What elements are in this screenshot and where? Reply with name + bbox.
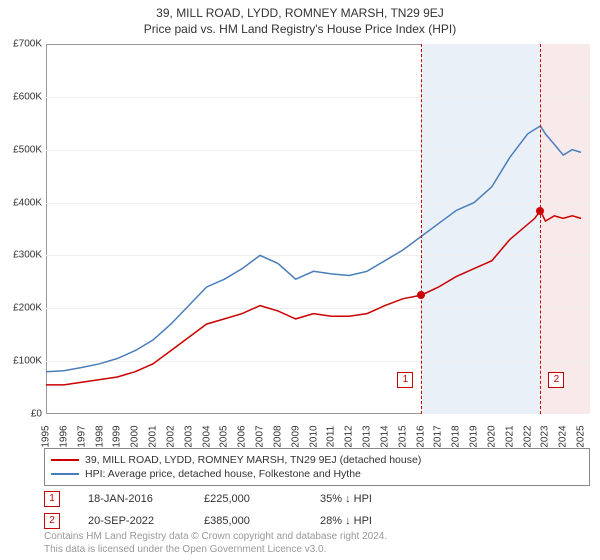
chart-y-tick-label: £200K: [0, 303, 42, 314]
legend-row: HPI: Average price, detached house, Folk…: [51, 467, 583, 481]
chart-x-tick-label: 1997: [76, 425, 87, 447]
chart-x-tick-label: 2016: [415, 425, 426, 447]
chart-title: 39, MILL ROAD, LYDD, ROMNEY MARSH, TN29 …: [0, 0, 600, 20]
chart-x-tick-label: 1999: [112, 425, 123, 447]
chart-x-tick-label: 2009: [290, 425, 301, 447]
chart-marker-vline: [421, 44, 422, 414]
chart-marker-label: 1: [397, 372, 413, 388]
event-date: 20-SEP-2022: [88, 515, 176, 527]
chart-series-hpi: [46, 126, 581, 372]
event-price: £225,000: [204, 493, 292, 505]
chart-x-tick-label: 2010: [308, 425, 319, 447]
chart-x-tick-label: 1996: [58, 425, 69, 447]
legend-label: HPI: Average price, detached house, Folk…: [85, 468, 361, 480]
event-marker: 2: [44, 513, 60, 529]
chart-x-tick-label: 2002: [165, 425, 176, 447]
legend-swatch: [51, 459, 79, 461]
chart-x-tick-label: 2021: [504, 425, 515, 447]
chart-container: 39, MILL ROAD, LYDD, ROMNEY MARSH, TN29 …: [0, 0, 600, 560]
chart-x-tick-label: 2012: [344, 425, 355, 447]
chart-x-tick-label: 2022: [522, 425, 533, 447]
chart-x-tick-label: 2011: [326, 426, 337, 448]
chart-series-price_paid: [46, 211, 581, 385]
chart-x-tick-label: 2013: [362, 425, 373, 447]
chart-x-tick-label: 2024: [558, 425, 569, 447]
chart-x-tick-label: 2023: [540, 425, 551, 447]
chart-marker-vline: [540, 44, 541, 414]
legend-row: 39, MILL ROAD, LYDD, ROMNEY MARSH, TN29 …: [51, 453, 583, 467]
chart-y-tick-label: £300K: [0, 250, 42, 261]
event-row: 1 18-JAN-2016 £225,000 35% ↓ HPI: [44, 488, 590, 510]
chart-x-tick-label: 2008: [272, 425, 283, 447]
chart-x-tick-label: 2019: [469, 425, 480, 447]
event-table: 1 18-JAN-2016 £225,000 35% ↓ HPI 2 20-SEP-202…: [44, 488, 590, 532]
chart-x-tick-label: 2004: [201, 425, 212, 447]
chart-subtitle: Price paid vs. HM Land Registry's House …: [0, 20, 600, 40]
event-row: 2 20-SEP-2022 £385,000 28% ↓ HPI: [44, 510, 590, 532]
chart-y-tick-label: £700K: [0, 39, 42, 50]
chart-lines-svg: [46, 44, 590, 414]
chart-y-tick-label: £100K: [0, 356, 42, 367]
event-marker: 1: [44, 491, 60, 507]
legend-swatch: [51, 473, 79, 475]
footer-line-2: This data is licensed under the Open Gov…: [44, 543, 590, 556]
chart-x-tick-label: 2000: [130, 425, 141, 447]
chart-x-tick-label: 2015: [397, 425, 408, 447]
chart-legend: 39, MILL ROAD, LYDD, ROMNEY MARSH, TN29 …: [44, 448, 590, 486]
chart-marker-dot: [417, 291, 425, 299]
event-date: 18-JAN-2016: [88, 493, 176, 505]
chart-x-tick-label: 2003: [183, 425, 194, 447]
event-price: £385,000: [204, 515, 292, 527]
chart-y-tick-label: £500K: [0, 144, 42, 155]
chart-x-tick-label: 2017: [433, 425, 444, 447]
chart-y-tick-label: £400K: [0, 197, 42, 208]
event-diff: 28% ↓ HPI: [320, 515, 408, 527]
chart-y-tick-label: £600K: [0, 91, 42, 102]
chart-x-tick-label: 2018: [451, 425, 462, 447]
chart-x-tick-label: 2006: [237, 425, 248, 447]
chart-plot-area: £0£100K£200K£300K£400K£500K£600K£700K199…: [46, 44, 590, 414]
footer-line-1: Contains HM Land Registry data © Crown c…: [44, 530, 590, 543]
chart-x-tick-label: 2020: [486, 425, 497, 447]
chart-marker-label: 2: [548, 372, 564, 388]
chart-x-tick-label: 2007: [255, 425, 266, 447]
chart-x-tick-label: 2025: [576, 425, 587, 447]
chart-x-tick-label: 2001: [148, 425, 159, 447]
chart-marker-dot: [536, 207, 544, 215]
event-diff: 35% ↓ HPI: [320, 493, 408, 505]
chart-x-tick-label: 1995: [41, 425, 52, 447]
chart-x-tick-label: 2014: [379, 425, 390, 447]
chart-x-tick-label: 1998: [94, 425, 105, 447]
chart-y-tick-label: £0: [0, 409, 42, 420]
legend-label: 39, MILL ROAD, LYDD, ROMNEY MARSH, TN29 …: [85, 454, 421, 466]
chart-footer: Contains HM Land Registry data © Crown c…: [44, 530, 590, 556]
chart-x-tick-label: 2005: [219, 425, 230, 447]
